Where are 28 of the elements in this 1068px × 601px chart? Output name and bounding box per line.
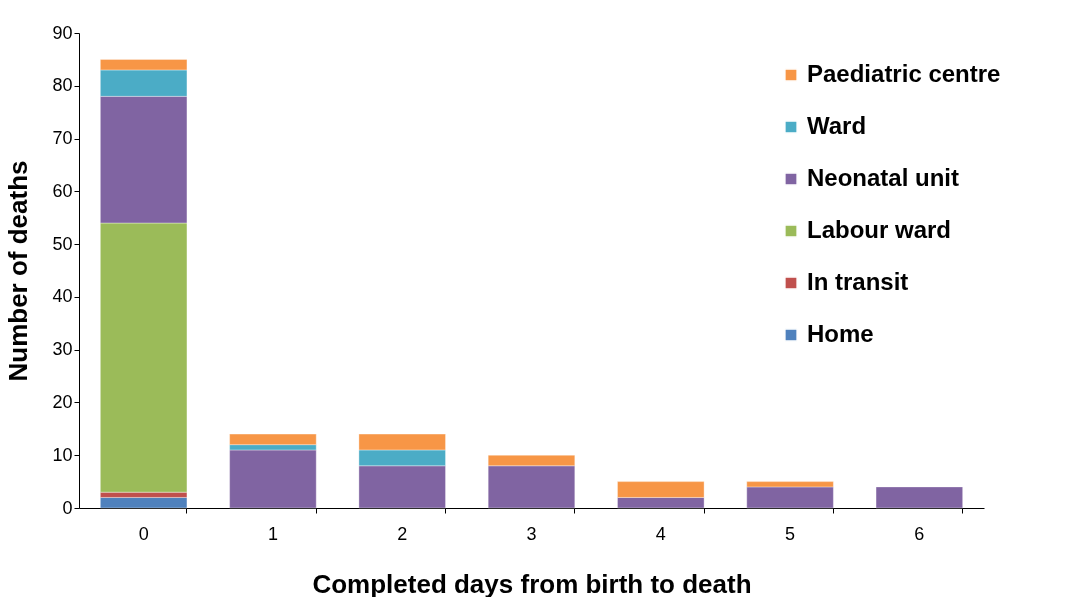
legend-label: In transit (807, 268, 909, 295)
x-tick-label: 6 (914, 523, 925, 544)
y-tick-label: 80 (52, 75, 73, 96)
legend-label: Paediatric centre (807, 60, 1001, 87)
x-tick-label: 0 (138, 523, 149, 544)
x-tick-label: 2 (397, 523, 408, 544)
x-tick-label: 5 (785, 523, 796, 544)
x-tick-label: 4 (655, 523, 666, 544)
bar (100, 497, 188, 509)
x-axis-title: Completed days from birth to death (312, 568, 752, 599)
y-tick-label: 60 (52, 180, 73, 201)
y-tick-label: 40 (52, 286, 73, 307)
y-axis-title: Number of deaths (3, 160, 34, 382)
legend-label: Ward (807, 112, 867, 139)
x-tick-label: 3 (526, 523, 537, 544)
y-tick-label: 0 (62, 497, 73, 518)
y-tick-label: 10 (52, 444, 73, 465)
legend-label: Home (807, 320, 874, 347)
bar (229, 449, 317, 509)
legend-label: Labour ward (807, 216, 952, 243)
legend-label: Neonatal unit (807, 164, 960, 191)
y-tick-label: 90 (52, 22, 73, 43)
y-tick-label: 50 (52, 233, 73, 254)
y-tick-label: 70 (52, 128, 73, 149)
y-tick-label: 20 (52, 391, 73, 412)
bar (875, 486, 963, 509)
x-tick-label: 1 (267, 523, 278, 544)
y-tick-label: 30 (52, 339, 73, 360)
